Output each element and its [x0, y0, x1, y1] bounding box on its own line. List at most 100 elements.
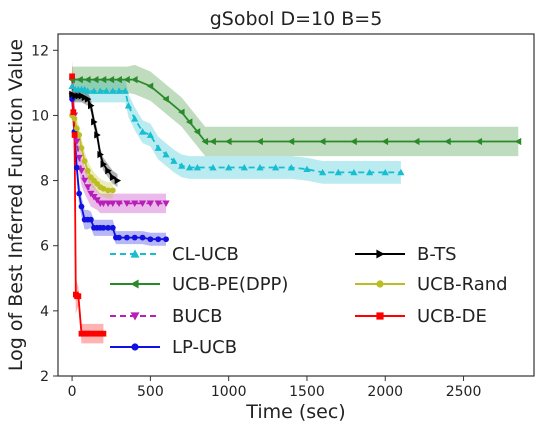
point-ucb-de [78, 330, 85, 337]
point-ucb-pe-dpp [209, 137, 216, 146]
point-bucb [131, 200, 139, 207]
point-b-ts [91, 118, 98, 126]
legend-marker-cl-ucb [130, 249, 140, 258]
point-cl-ucb [121, 87, 129, 94]
point-lp-ucb [139, 234, 146, 241]
point-bucb [138, 200, 147, 207]
point-ucb-de [81, 330, 88, 337]
band-ucb-pe-dpp [72, 64, 519, 157]
point-bucb [73, 138, 81, 146]
point-ucb-de [92, 330, 99, 337]
point-cl-ucb [102, 87, 111, 94]
point-bucb [154, 200, 162, 207]
legend: CL-UCB UCB-PE(DPP) BUCB LP-UCB B-TS UCB-Rand U… [110, 244, 508, 358]
point-ucb-de [97, 330, 104, 337]
point-cl-ucb [90, 87, 98, 94]
point-ucb-pe-dpp [162, 95, 169, 103]
point-ucb-pe-dpp [256, 137, 263, 146]
x-tick-label: 500 [137, 384, 164, 400]
point-bucb [162, 200, 170, 207]
point-ucb-rand [76, 132, 83, 138]
point-cl-ucb [170, 157, 178, 164]
point-b-ts [109, 173, 117, 181]
y-tick-label: 8 [40, 174, 49, 190]
legend-marker-ucb-de [376, 312, 384, 320]
point-lp-ucb [73, 164, 80, 171]
point-b-ts [100, 160, 108, 168]
point-cl-ucb [154, 144, 162, 151]
point-cl-ucb [287, 163, 295, 171]
point-ucb-pe-dpp [412, 137, 420, 146]
point-ucb-pe-dpp [350, 137, 357, 146]
legend-label-ucb-de: UCB-DE [417, 306, 487, 327]
point-cl-ucb [209, 163, 217, 171]
point-ucb-rand [81, 158, 88, 164]
y-tick-label: 4 [40, 304, 49, 320]
point-b-ts [105, 167, 112, 175]
point-ucb-pe-dpp [178, 108, 185, 116]
point-cl-ucb [334, 168, 342, 176]
point-b-ts [88, 102, 95, 110]
point-ucb-pe-dpp [123, 76, 130, 84]
point-bucb [81, 177, 89, 185]
point-cl-ucb [193, 163, 201, 171]
point-ucb-pe-dpp [514, 137, 522, 146]
point-ucb-pe-dpp [91, 76, 99, 84]
point-ucb-pe-dpp [193, 128, 201, 136]
point-cl-ucb [365, 168, 374, 176]
legend-label-ucb-rand: UCB-Rand [417, 274, 508, 295]
y-tick-label: 2 [40, 369, 49, 385]
point-lp-ucb [131, 234, 138, 241]
plot-background [58, 34, 534, 376]
point-ucb-rand [105, 187, 111, 194]
x-tick-label: 2500 [446, 384, 482, 400]
point-cl-ucb [303, 165, 311, 173]
point-ucb-pe-dpp [107, 76, 115, 84]
point-ucb-de [71, 132, 78, 138]
point-ucb-pe-dpp [131, 76, 138, 84]
x-tick-label: 2000 [367, 384, 403, 400]
point-bucb [104, 200, 112, 207]
legend-label-lp-ucb: LP-UCB [172, 337, 237, 358]
band-bucb [72, 82, 166, 214]
point-bucb [99, 200, 108, 207]
band-b-ts [72, 87, 118, 188]
legend-marker-b-ts [376, 249, 385, 259]
legend-marker-ucb-pe-dpp [130, 279, 139, 289]
point-lp-ucb [155, 236, 162, 243]
point-ucb-pe-dpp [287, 137, 295, 146]
point-ucb-rand [71, 115, 78, 122]
point-ucb-pe-dpp [146, 82, 154, 90]
point-ucb-pe-dpp [115, 76, 122, 84]
point-cl-ucb [84, 87, 92, 94]
point-cl-ucb [272, 163, 280, 171]
point-cl-ucb [68, 82, 76, 89]
legend-label-bucb: BUCB [172, 306, 222, 327]
point-cl-ucb [146, 131, 154, 138]
point-ucb-pe-dpp [201, 137, 209, 146]
point-cl-ucb [225, 163, 233, 171]
legend-marker-bucb [130, 312, 140, 321]
point-ucb-pe-dpp [185, 118, 193, 126]
point-ucb-de [69, 73, 75, 80]
point-lp-ucb [105, 224, 111, 231]
point-lp-ucb [76, 190, 83, 197]
point-bucb [84, 184, 92, 191]
chart-title: gSobol D=10 B=5 [210, 8, 383, 30]
point-cl-ucb [109, 87, 117, 94]
plot-frame [57, 33, 535, 377]
point-ucb-pe-dpp [76, 76, 83, 84]
point-ucb-de [70, 109, 77, 116]
point-bucb [75, 154, 83, 162]
point-ucb-rand [109, 187, 116, 194]
point-ucb-pe-dpp [84, 76, 91, 84]
x-tick-label: 0 [68, 384, 77, 400]
point-cl-ucb [319, 168, 327, 176]
x-tick-label: 1500 [289, 384, 325, 400]
point-cl-ucb [115, 87, 123, 94]
point-cl-ucb [124, 102, 133, 109]
point-cl-ucb [350, 168, 358, 176]
point-ucb-pe-dpp [475, 137, 483, 146]
